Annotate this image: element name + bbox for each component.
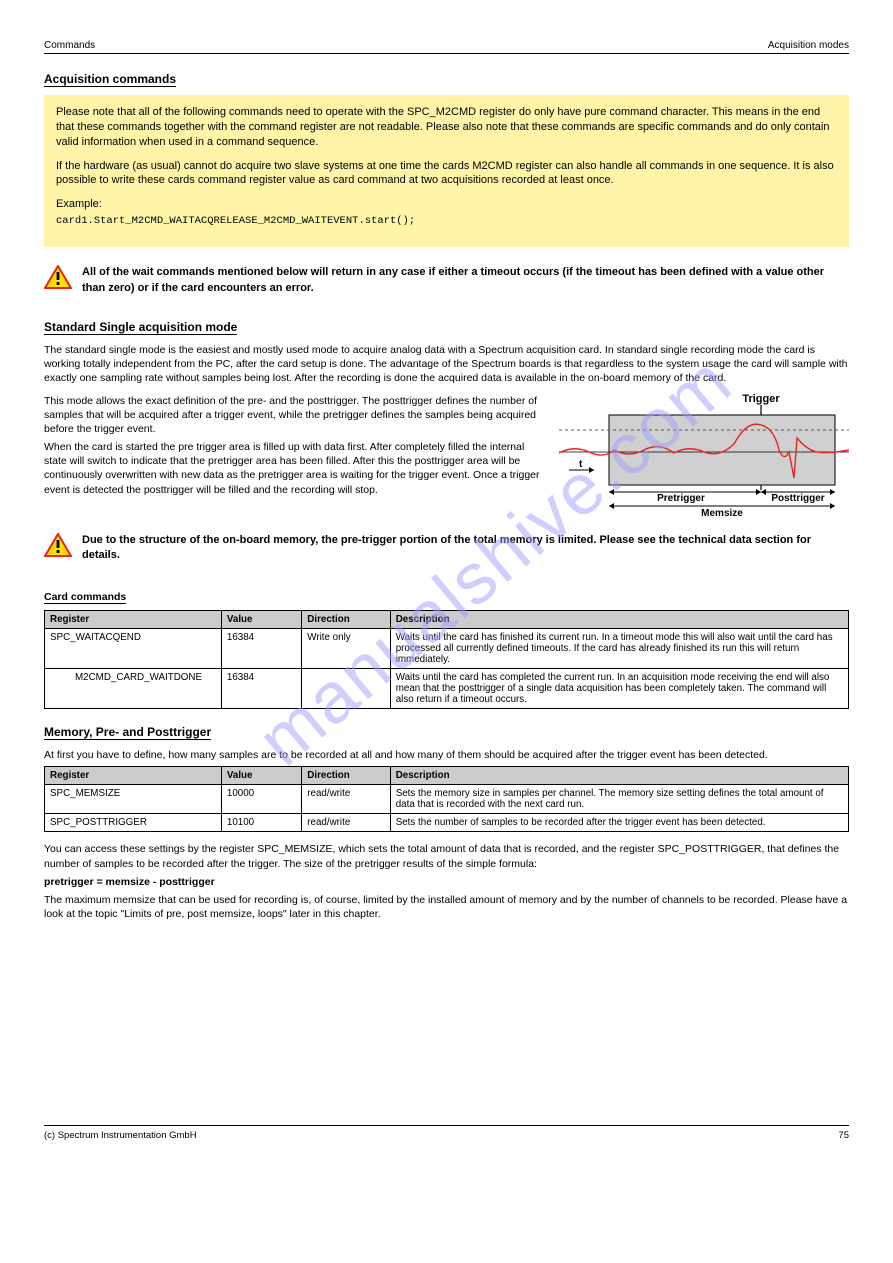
diagram-t-label: t (579, 459, 583, 470)
warning-icon (44, 533, 72, 557)
footer-right: 75 (838, 1130, 849, 1141)
table-row: M2CMD_CARD_WAITDONE 16384 Waits until th… (45, 669, 849, 709)
cell: SPC_POSTTRIGGER (45, 814, 222, 832)
warning-1: All of the wait commands mentioned below… (44, 265, 849, 296)
register-table-mem: Register Value Direction Description SPC… (44, 766, 849, 832)
cell: 10000 (221, 785, 301, 814)
register-table-commands: Register Value Direction Description SPC… (44, 610, 849, 709)
section-std-single: Standard Single acquisition mode (44, 320, 237, 335)
table-header-row: Register Value Direction Description (45, 767, 849, 785)
limits-p2: The maximum memsize that can be used for… (44, 893, 849, 921)
diagram-pretrigger-label: Pretrigger (657, 493, 705, 504)
cell: Sets the memory size in samples per chan… (390, 785, 848, 814)
warning-2: Due to the structure of the on-board mem… (44, 533, 849, 564)
footer: (c) Spectrum Instrumentation GmbH 75 (44, 1125, 849, 1141)
col-register: Register (45, 611, 222, 629)
two-column-row: This mode allows the exact definition of… (44, 390, 849, 525)
cell: M2CMD_CARD_WAITDONE (45, 669, 222, 709)
limits-formula: pretrigger = memsize - posttrigger (44, 875, 849, 889)
table-row: SPC_MEMSIZE 10000 read/write Sets the me… (45, 785, 849, 814)
cell: Write only (302, 629, 390, 669)
highlighted-note-box: Please note that all of the following co… (44, 95, 849, 247)
section-memory: Memory, Pre- and Posttrigger (44, 725, 211, 740)
col-register: Register (45, 767, 222, 785)
page: Commands Acquisition modes Acquisition c… (0, 0, 893, 1171)
cell: 10100 (221, 814, 301, 832)
table-header-row: Register Value Direction Description (45, 611, 849, 629)
col-value: Value (221, 767, 301, 785)
mem-p: At first you have to define, how many sa… (44, 748, 849, 762)
card-commands-subhead: Card commands (44, 591, 126, 604)
col-direction: Direction (302, 611, 390, 629)
limits-p: You can access these settings by the reg… (44, 842, 849, 870)
note-code: card1.Start_M2CMD_WAITACQRELEASE_M2CMD_W… (56, 214, 837, 228)
diagram-posttrigger-label: Posttrigger (771, 493, 824, 504)
note-example-label: Example: (56, 198, 102, 210)
cell: 16384 (221, 669, 301, 709)
std-single-p2: This mode allows the exact definition of… (44, 394, 547, 437)
cell (302, 669, 390, 709)
cell: 16384 (221, 629, 301, 669)
diagram-memsize-label: Memsize (701, 508, 743, 519)
col-direction: Direction (302, 767, 390, 785)
cell: Waits until the card has finished its cu… (390, 629, 848, 669)
header-right: Acquisition modes (768, 40, 849, 51)
warning-icon (44, 265, 72, 289)
cell: Waits until the card has completed the c… (390, 669, 848, 709)
header-bar: Commands Acquisition modes (44, 40, 849, 54)
col-description: Description (390, 767, 848, 785)
cell: read/write (302, 785, 390, 814)
col-description: Description (390, 611, 848, 629)
cell: read/write (302, 814, 390, 832)
cell: SPC_WAITACQEND (45, 629, 222, 669)
footer-left: (c) Spectrum Instrumentation GmbH (44, 1130, 197, 1141)
table-row: SPC_POSTTRIGGER 10100 read/write Sets th… (45, 814, 849, 832)
cell: SPC_MEMSIZE (45, 785, 222, 814)
std-single-p3: When the card is started the pre trigger… (44, 440, 547, 497)
header-left: Commands (44, 40, 95, 51)
warning-2-text: Due to the structure of the on-board mem… (82, 533, 849, 564)
cell: Sets the number of samples to be recorde… (390, 814, 848, 832)
trigger-diagram: Trigger t Pre (559, 390, 849, 525)
std-single-p1: The standard single mode is the easiest … (44, 343, 849, 386)
warning-1-text: All of the wait commands mentioned below… (82, 265, 849, 296)
col-value: Value (221, 611, 301, 629)
section-acquisition-commands: Acquisition commands (44, 72, 176, 87)
note-p2: If the hardware (as usual) cannot do acq… (56, 159, 837, 189)
table-row: SPC_WAITACQEND 16384 Write only Waits un… (45, 629, 849, 669)
note-p1: Please note that all of the following co… (56, 105, 837, 150)
diagram-trigger-label: Trigger (742, 393, 780, 405)
